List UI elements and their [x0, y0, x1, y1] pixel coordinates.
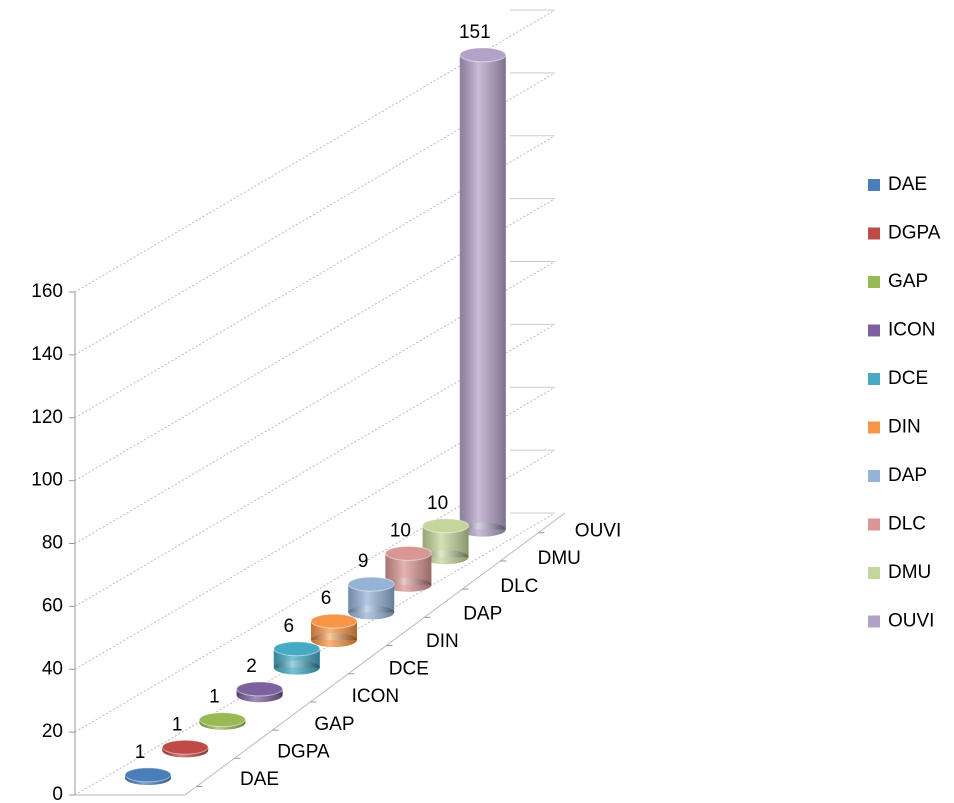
- legend-label: DIN: [888, 417, 921, 438]
- data-label: 1: [172, 714, 183, 735]
- y-tick-label: 20: [42, 721, 63, 742]
- bar-top: [459, 47, 507, 63]
- data-label: 2: [246, 656, 257, 677]
- legend-label: DCE: [888, 368, 928, 389]
- y-tick-label: 120: [31, 407, 63, 428]
- legend-swatch: [868, 567, 880, 579]
- grid-line: [74, 386, 556, 670]
- data-label: 1: [135, 742, 146, 763]
- legend-swatch: [868, 518, 880, 531]
- grid-line: [74, 323, 556, 607]
- bar-bottom-shade: [422, 550, 469, 565]
- legend-label: DAP: [888, 465, 927, 486]
- grid-line: [74, 72, 556, 356]
- data-label: 151: [459, 22, 491, 43]
- grid-line: [74, 198, 556, 482]
- legend-swatch: [868, 421, 880, 434]
- legend-label: DMU: [888, 562, 931, 583]
- bar-bottom-shade: [311, 633, 357, 647]
- bar-top: [161, 739, 209, 755]
- legend-swatch: [868, 227, 880, 240]
- x-tick-label: DMU: [538, 548, 581, 569]
- bar-top: [273, 641, 321, 657]
- bar-bottom-shade: [459, 522, 506, 537]
- x-axis: [184, 512, 566, 796]
- x-tick-label: DAE: [240, 769, 279, 790]
- data-label: 10: [390, 520, 411, 541]
- data-label: 9: [358, 551, 369, 572]
- legend-swatch: [868, 615, 880, 628]
- bar-bottom-shade: [273, 660, 320, 675]
- data-label: 1: [209, 687, 220, 708]
- grid-line: [74, 261, 556, 544]
- bar-top: [347, 576, 395, 592]
- bar-shade: [459, 54, 506, 530]
- grid-line: [74, 449, 556, 733]
- data-label: 6: [284, 616, 295, 637]
- legend-swatch: [868, 179, 880, 191]
- bar-top: [236, 681, 284, 697]
- x-tick-label: DAP: [463, 603, 502, 624]
- grid-line: [74, 9, 556, 293]
- bar-top: [198, 712, 246, 728]
- bar-bottom-shade: [348, 605, 395, 620]
- x-tick-label: GAP: [314, 714, 354, 735]
- y-tick-label: 100: [31, 470, 63, 491]
- y-tick-label: 0: [52, 784, 63, 803]
- x-tick-label: OUVI: [575, 521, 621, 542]
- y-tick-label: 160: [31, 281, 63, 302]
- x-tick-label: ICON: [352, 686, 400, 707]
- y-tick-label: 140: [31, 344, 63, 365]
- y-tick-label: 80: [42, 533, 63, 554]
- grid-line: [74, 512, 556, 796]
- legend-label: DAE: [888, 174, 927, 195]
- legend-label: DGPA: [888, 223, 941, 244]
- bar-top: [384, 545, 432, 561]
- data-label: 10: [427, 493, 448, 514]
- y-tick-label: 40: [42, 658, 63, 679]
- bar-top: [124, 767, 172, 783]
- legend-swatch: [868, 324, 880, 337]
- data-label: 6: [321, 588, 332, 609]
- x-tick-label: DLC: [500, 576, 538, 597]
- legend-swatch: [868, 470, 880, 482]
- bar-top: [310, 613, 358, 629]
- x-tick-label: DCE: [389, 659, 429, 680]
- x-tick-label: DGPA: [277, 741, 330, 762]
- x-tick-label: DIN: [426, 631, 459, 652]
- bar-bottom-shade: [385, 577, 432, 592]
- legend-swatch: [868, 276, 880, 288]
- legend-label: ICON: [888, 320, 936, 341]
- grid-line: [74, 135, 556, 419]
- bar-top: [422, 518, 470, 534]
- y-tick-label: 60: [42, 595, 63, 616]
- legend-swatch: [868, 373, 880, 385]
- legend-label: DLC: [888, 514, 926, 535]
- legend-label: GAP: [888, 271, 928, 292]
- legend-label: OUVI: [888, 611, 934, 632]
